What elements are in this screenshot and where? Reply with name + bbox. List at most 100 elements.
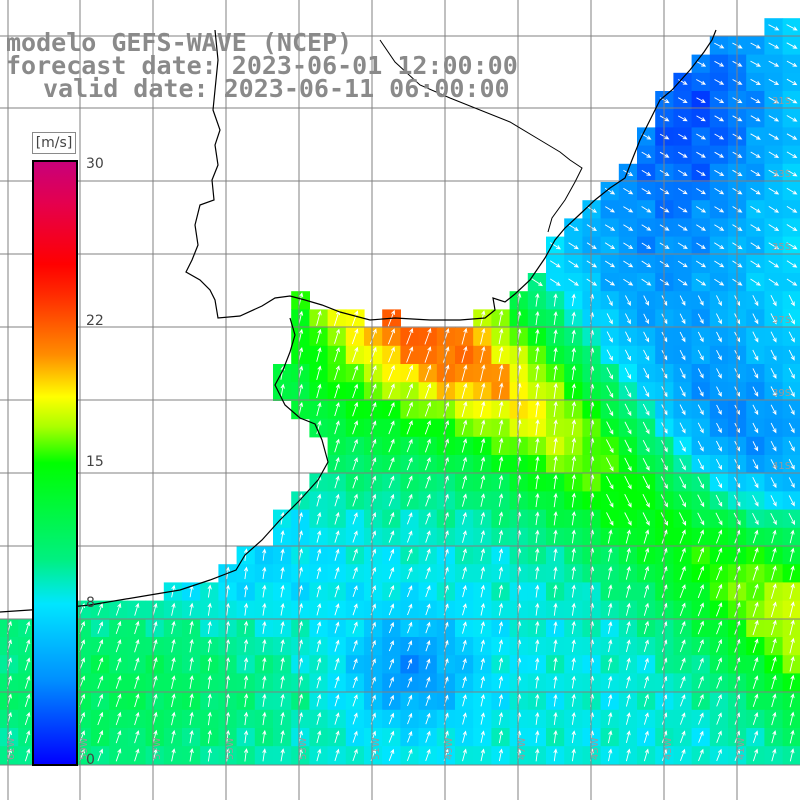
- wind-arrow: [715, 494, 723, 507]
- wind-arrow: [606, 475, 614, 490]
- wind-arrow: [642, 421, 650, 435]
- wind-arrow: [752, 675, 759, 689]
- wind-arrow: [642, 457, 650, 471]
- wind-arrow: [571, 547, 576, 562]
- wind-arrow: [97, 657, 104, 671]
- wind-arrow: [480, 327, 486, 345]
- wind-arrow: [786, 206, 798, 213]
- wind-arrow: [406, 328, 414, 345]
- wind-arrow: [425, 712, 431, 725]
- wind-arrow: [352, 365, 359, 381]
- wind-arrow: [789, 601, 795, 618]
- wind-arrow: [625, 675, 631, 689]
- wind-arrow: [624, 439, 632, 453]
- wind-arrow: [243, 566, 249, 580]
- wind-arrow: [788, 313, 795, 325]
- wind-arrow: [424, 364, 432, 381]
- wind-arrow: [316, 402, 322, 417]
- wind-arrow: [607, 566, 613, 580]
- wind-arrow: [697, 349, 704, 361]
- wind-arrow: [407, 640, 413, 652]
- wind-arrow: [407, 676, 413, 688]
- wind-arrow: [262, 711, 267, 726]
- wind-speed-cell: [782, 200, 800, 219]
- wind-arrow: [152, 602, 158, 616]
- wind-arrow: [643, 693, 649, 707]
- wind-arrow: [134, 602, 140, 616]
- wind-arrow: [388, 658, 395, 670]
- wind-arrow: [750, 42, 761, 49]
- wind-arrow: [480, 382, 486, 400]
- wind-arrow: [406, 401, 413, 417]
- wind-arrow: [387, 328, 395, 345]
- lon-label-53W: 53W: [298, 737, 309, 760]
- wind-arrow: [553, 621, 558, 634]
- wind-arrow: [571, 383, 576, 399]
- wind-arrow: [134, 639, 140, 653]
- wind-arrow: [535, 310, 540, 326]
- wind-arrow: [716, 730, 722, 743]
- wind-arrow: [624, 367, 632, 380]
- wind-arrow: [535, 346, 540, 363]
- wind-arrow: [388, 530, 395, 543]
- wind-arrow: [480, 639, 485, 652]
- lon-label-55W: 55W: [225, 737, 236, 760]
- wind-arrow: [115, 620, 122, 635]
- wind-arrow: [424, 328, 432, 345]
- wind-arrow: [716, 349, 722, 361]
- wind-arrow: [606, 403, 614, 417]
- wind-arrow: [715, 547, 723, 562]
- wind-arrow: [678, 512, 687, 526]
- lat-label-39S: 39S: [772, 388, 791, 399]
- wind-arrow: [698, 712, 704, 725]
- wind-arrow: [480, 456, 486, 471]
- wind-arrow: [770, 601, 777, 618]
- lat-label-31S: 31S: [772, 96, 791, 107]
- wind-arrow: [480, 419, 486, 436]
- wind-arrow: [714, 242, 725, 250]
- wind-arrow: [189, 657, 194, 671]
- wind-arrow: [171, 638, 176, 653]
- wind-arrow: [352, 512, 358, 525]
- wind-arrow: [716, 404, 722, 416]
- wind-speed-cell: [782, 54, 800, 74]
- wind-arrow: [771, 674, 777, 690]
- wind-arrow: [677, 115, 688, 122]
- wind-arrow: [768, 224, 780, 232]
- wind-arrow: [770, 583, 777, 599]
- wind-arrow: [280, 675, 285, 689]
- wind-arrow: [207, 584, 212, 598]
- colorbar-tick-15: 15: [86, 454, 104, 470]
- wind-arrow: [352, 401, 359, 417]
- wind-arrow: [24, 711, 31, 726]
- wind-arrow: [643, 639, 649, 653]
- wind-arrow: [406, 475, 413, 489]
- wind-arrow: [334, 603, 340, 616]
- wind-arrow: [625, 693, 631, 707]
- wind-arrow: [424, 420, 431, 435]
- wind-arrow: [677, 169, 688, 177]
- wind-arrow: [606, 421, 614, 435]
- wind-arrow: [316, 675, 322, 689]
- wind-arrow: [334, 621, 340, 634]
- wind-arrow: [24, 748, 31, 762]
- wind-arrow: [334, 694, 340, 707]
- wind-arrow: [697, 547, 705, 562]
- wind-arrow: [97, 602, 104, 616]
- wind-arrow: [715, 458, 722, 471]
- colorbar-gradient: [34, 162, 76, 764]
- wind-arrow: [677, 151, 688, 158]
- wind-arrow: [643, 712, 649, 725]
- wind-arrow: [280, 566, 285, 580]
- wind-arrow: [498, 529, 504, 544]
- wind-arrow: [334, 548, 340, 561]
- wind-arrow: [786, 169, 798, 177]
- wind-arrow: [443, 382, 450, 399]
- wind-arrow: [334, 347, 340, 362]
- wind-arrow: [243, 711, 249, 726]
- wind-arrow: [768, 206, 780, 213]
- wind-arrow: [768, 169, 780, 177]
- wind-speed-cell: [782, 127, 800, 147]
- wind-speed-cell: [782, 382, 800, 401]
- wind-arrow: [461, 474, 467, 489]
